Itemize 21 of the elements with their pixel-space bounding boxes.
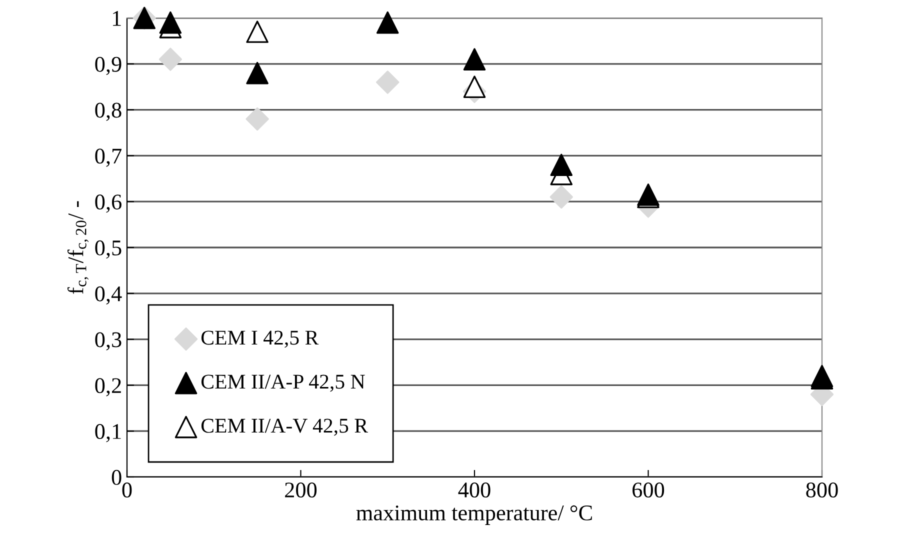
y-tick-label: 0,9	[95, 56, 122, 76]
y-tick-label: 0,1	[95, 424, 121, 442]
x-tick-label: 600	[632, 482, 664, 498]
legend-label: CEM II/A-P 42,5 N	[201, 374, 365, 392]
y-tick-label: 0,4	[95, 286, 122, 305]
y-tick-label: 0,8	[95, 102, 122, 121]
y-tick-label: 0,6	[95, 194, 122, 213]
y-tick-label: 0	[112, 470, 122, 485]
y-tick-label: 0,2	[95, 378, 121, 396]
y-tick-label: 1	[112, 11, 121, 26]
y-tick-label: 0,5	[95, 240, 122, 259]
y-axis-title: f$_{c,T}$/f$_{c,20}$/ -	[67, 201, 89, 294]
legend-label: CEM I 42,5 R	[201, 330, 319, 348]
legend-label: CEM II/A-V 42,5 R	[201, 418, 368, 436]
x-tick-label: 800	[806, 482, 838, 498]
x-tick-label: 400	[458, 482, 490, 498]
y-tick-label: 0,3	[95, 332, 122, 350]
y-tick-label: 0,7	[95, 148, 122, 167]
x-tick-label: 0	[122, 482, 132, 498]
x-axis-title: maximum temperature/ °C	[356, 505, 592, 525]
x-tick-label: 200	[285, 482, 317, 498]
